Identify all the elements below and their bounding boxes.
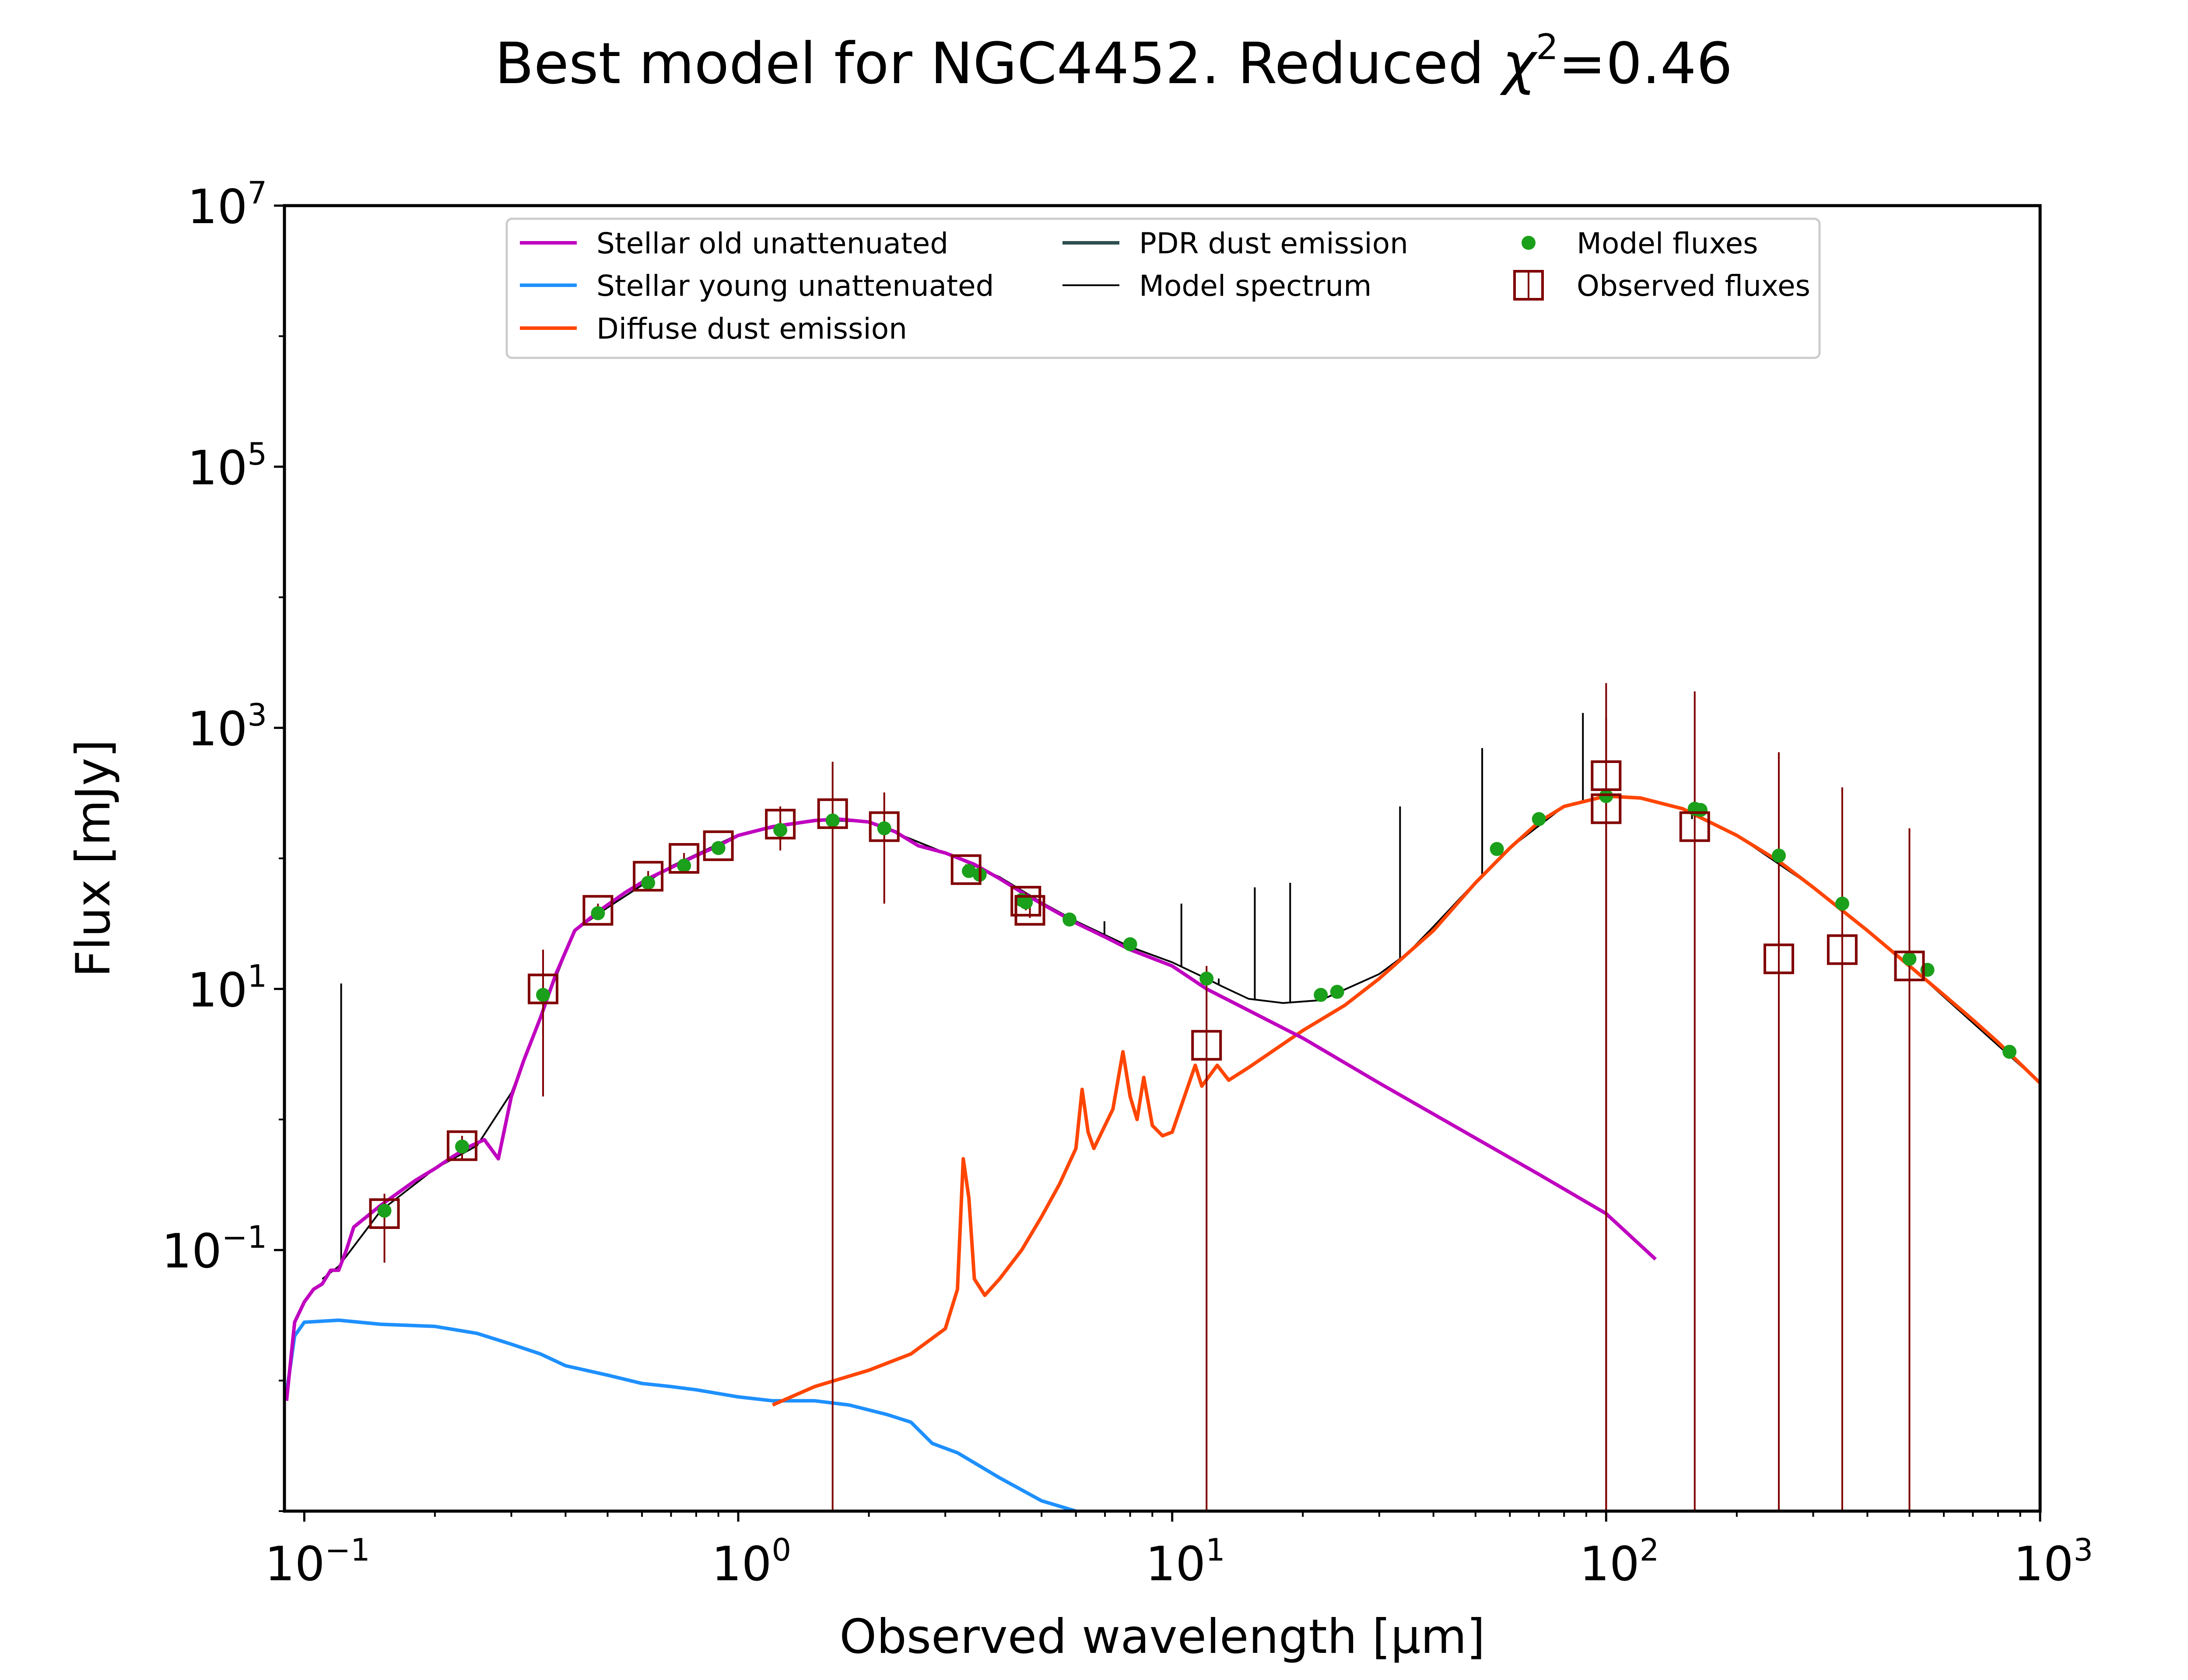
x-tick-label: 101 bbox=[1146, 1532, 1225, 1592]
legend-frame bbox=[505, 217, 1821, 359]
observed-flux-marker bbox=[950, 854, 982, 885]
observed-flux-marker bbox=[1591, 760, 1622, 791]
model-flux-point bbox=[1062, 912, 1077, 927]
legend: Stellar old unattenuated Stellar young un… bbox=[505, 217, 1821, 359]
errorbar-layer bbox=[383, 683, 1911, 1511]
model-flux-point bbox=[1771, 848, 1786, 863]
y-tick-label: 107 bbox=[187, 175, 267, 234]
observed-flux-marker bbox=[1191, 1030, 1222, 1061]
model-flux-point bbox=[536, 988, 551, 1002]
model-flux-point bbox=[1599, 789, 1613, 803]
model-flux-point bbox=[377, 1204, 392, 1218]
model-flux-point bbox=[591, 906, 605, 920]
legend-label: Stellar young unattenuated bbox=[596, 269, 994, 303]
observed-flux-marker bbox=[369, 1198, 400, 1229]
observed-flux-marker bbox=[1591, 793, 1622, 824]
model-flux-point bbox=[1490, 842, 1504, 856]
model-flux-point bbox=[1330, 985, 1344, 999]
model-flux-point bbox=[1835, 896, 1849, 911]
x-tick-label: 100 bbox=[712, 1532, 791, 1592]
observed-flux-marker bbox=[1827, 934, 1858, 965]
x-axis: 10−1 100 101 102 103 bbox=[265, 1511, 2093, 1592]
model-flux-point bbox=[962, 864, 976, 878]
observed-flux-marker bbox=[528, 973, 559, 1004]
model-flux-point bbox=[1123, 937, 1137, 952]
x-tick-label: 103 bbox=[2013, 1532, 2093, 1592]
observed-flux-marker bbox=[765, 808, 796, 840]
legend-label: PDR dust emission bbox=[1139, 227, 1408, 260]
observed-flux-marker bbox=[1894, 950, 1925, 981]
marker-layer bbox=[369, 760, 2017, 1229]
model-flux-point bbox=[455, 1139, 469, 1154]
legend-label: Model spectrum bbox=[1139, 269, 1371, 303]
model-flux-point bbox=[2002, 1045, 2017, 1059]
y-tick-label: 105 bbox=[187, 436, 267, 496]
model-flux-point bbox=[1199, 971, 1214, 986]
legend-label: Diffuse dust emission bbox=[596, 312, 907, 346]
y-tick-label: 10−1 bbox=[161, 1219, 267, 1279]
model-flux-point bbox=[877, 821, 891, 836]
observed-flux-marker bbox=[446, 1130, 477, 1161]
legend-label: Observed fluxes bbox=[1577, 269, 1810, 303]
model-flux-point bbox=[1532, 812, 1546, 826]
observed-flux-marker bbox=[703, 830, 734, 861]
model-flux-point bbox=[1902, 952, 1917, 966]
observed-flux-marker bbox=[869, 811, 900, 842]
observed-flux-marker bbox=[1014, 895, 1045, 926]
x-axis-label: Observed wavelength [μm] bbox=[839, 1610, 1485, 1664]
observed-flux-marker bbox=[1763, 943, 1794, 974]
model-flux-point bbox=[825, 813, 840, 828]
legend-swatch-dot bbox=[1522, 236, 1536, 250]
observed-flux-marker bbox=[1010, 886, 1041, 917]
model-flux-point bbox=[1314, 988, 1328, 1002]
y-tick-label: 101 bbox=[187, 958, 267, 1018]
observed-flux-marker bbox=[633, 861, 664, 892]
model-flux-point bbox=[1019, 895, 1033, 910]
x-tick-label: 102 bbox=[1579, 1532, 1659, 1592]
model-flux-point bbox=[711, 841, 726, 855]
x-tick-label: 10−1 bbox=[265, 1532, 370, 1592]
model-flux-point bbox=[773, 823, 788, 837]
observed-flux-marker bbox=[582, 895, 614, 926]
observed-flux-marker bbox=[669, 843, 700, 874]
chart-title: Best model for NGC4452. Reduced χ2=0.46 bbox=[495, 27, 1733, 97]
y-axis-label: Flux [mJy] bbox=[66, 739, 121, 977]
model-flux-point bbox=[641, 875, 656, 890]
y-axis: 10−1 101 103 105 107 bbox=[161, 175, 284, 1512]
series-stellar-young-line bbox=[284, 1318, 1076, 1511]
model-flux-point bbox=[677, 858, 691, 873]
legend-label: Stellar old unattenuated bbox=[596, 227, 948, 260]
legend-label: Model fluxes bbox=[1577, 227, 1758, 260]
y-tick-label: 103 bbox=[187, 697, 267, 757]
observed-flux-marker bbox=[817, 798, 848, 829]
observed-flux-marker bbox=[1679, 811, 1710, 842]
model-flux-point bbox=[1694, 803, 1708, 817]
